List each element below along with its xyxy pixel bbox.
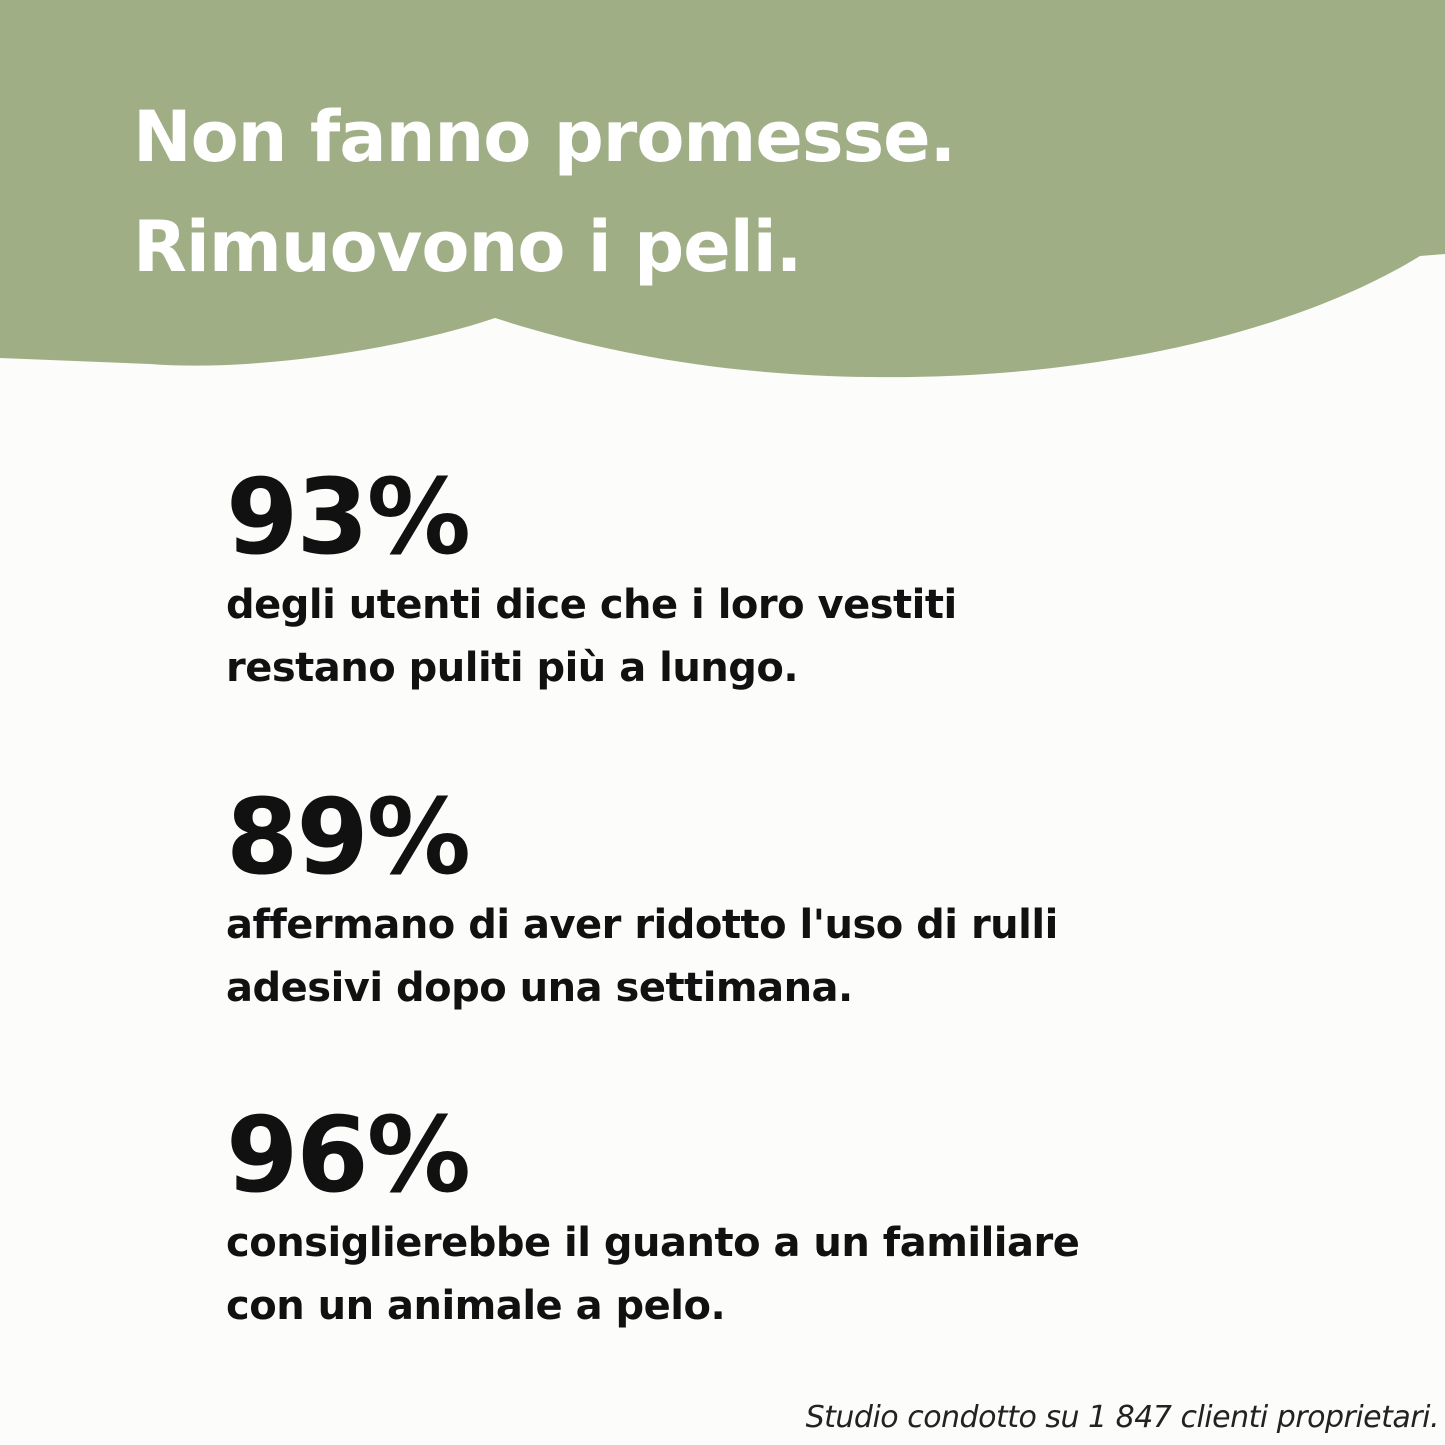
stat-description-line: affermano di aver ridotto l'uso di rulli — [226, 902, 1058, 948]
stat-description: consiglierebbe il guanto a un familiare … — [226, 1212, 1080, 1338]
header-wave-background — [0, 0, 1445, 378]
stat-value: 89% — [226, 776, 471, 898]
stat-description-line: restano puliti più a lungo. — [226, 645, 799, 691]
stat-description: degli utenti dice che i loro vestiti res… — [226, 574, 957, 700]
title-line-2: Rimuovono i peli. — [133, 206, 802, 288]
stat-description-line: adesivi dopo una settimana. — [226, 965, 853, 1011]
stat-description-line: con un animale a pelo. — [226, 1283, 726, 1329]
page-title: Non fanno promesse. Rimuovono i peli. — [133, 82, 956, 302]
stat-block-1: 93% degli utenti dice che i loro vestiti… — [226, 462, 957, 700]
header-green-shape — [0, 0, 1445, 378]
stat-description-line: consiglierebbe il guanto a un familiare — [226, 1220, 1080, 1266]
stat-block-3: 96% consiglierebbe il guanto a un famili… — [226, 1094, 1080, 1338]
footnote: Studio condotto su 1 847 clienti proprie… — [805, 1400, 1440, 1435]
stat-value: 93% — [226, 456, 471, 578]
stat-description-line: degli utenti dice che i loro vestiti — [226, 582, 957, 628]
stat-value: 96% — [226, 1094, 471, 1216]
stat-description: affermano di aver ridotto l'uso di rulli… — [226, 894, 1058, 1020]
title-line-1: Non fanno promesse. — [133, 96, 956, 178]
stat-block-2: 89% affermano di aver ridotto l'uso di r… — [226, 782, 1058, 1020]
